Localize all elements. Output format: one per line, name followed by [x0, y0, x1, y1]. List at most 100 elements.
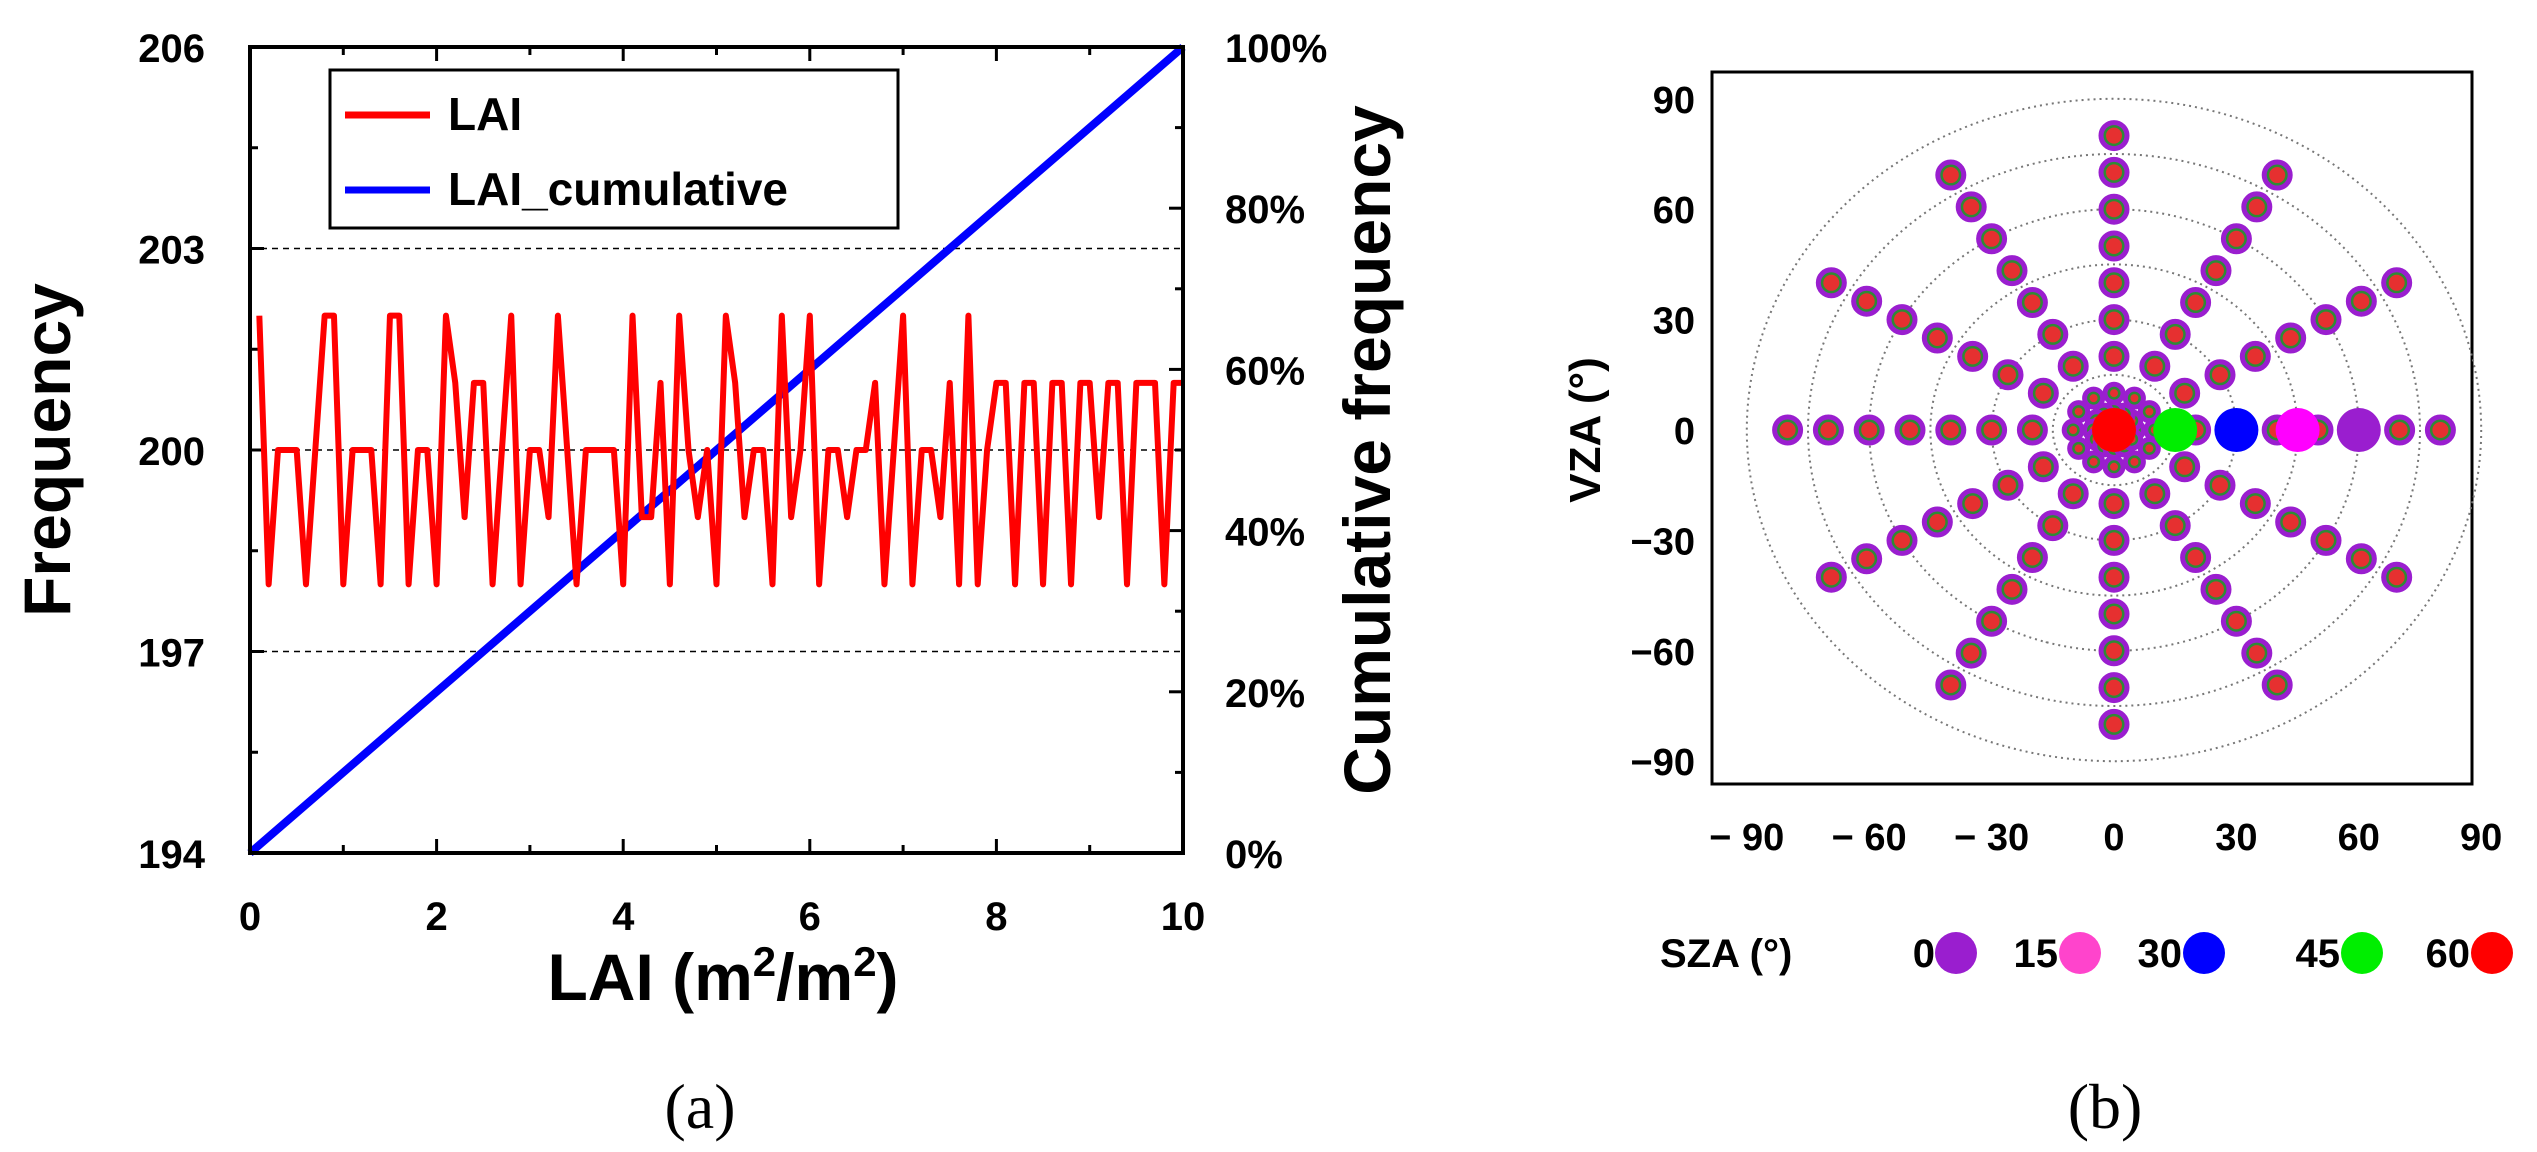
observation-point-core-77 [2065, 358, 2082, 375]
lai-series [256, 312, 1183, 588]
observation-point-core-177 [2106, 679, 2122, 696]
plot-frame [248, 45, 1185, 855]
observation-point-core-213 [2353, 550, 2370, 567]
observation-point-core-133 [1999, 477, 2016, 494]
legend-box [328, 68, 900, 230]
observation-point-core-97 [1999, 366, 2016, 383]
observation-point-core-161 [1942, 676, 1959, 693]
sun-position-sza-45 [2275, 408, 2320, 452]
observation-point-core-119 [1902, 422, 1918, 438]
observation-point-core-83 [2004, 262, 2020, 279]
observation-point-core-201 [2145, 444, 2154, 453]
observation-point-core-21 [2145, 407, 2154, 416]
observation-point-core-155 [2004, 581, 2020, 598]
observation-point-core-183 [2130, 457, 2139, 466]
observation-point-core-165 [2110, 462, 2118, 471]
observation-point-core-93 [2074, 407, 2083, 416]
vza-tick-label-4: −30 [1631, 521, 1695, 563]
observation-point-core-169 [2106, 532, 2122, 549]
vza-tick-label-2: 30 [1653, 301, 1695, 343]
observation-point-core-205 [2212, 477, 2229, 494]
y2-tick-label-0: 0% [1225, 833, 1283, 877]
observation-point-core-187 [2167, 517, 2184, 534]
observation-point-core-203 [2176, 458, 2193, 475]
observation-point-core-157 [1983, 613, 2000, 630]
x-tick-label-5: 10 [1161, 895, 1206, 939]
observation-point-core-197 [2269, 676, 2286, 693]
sza-legend-dot-0 [1935, 932, 1977, 974]
observation-point-core-85 [1983, 230, 2000, 247]
panel-b-caption: (b) [2068, 1071, 2143, 1142]
observation-point-core-51 [2248, 198, 2265, 215]
observation-point-core-159 [1963, 645, 1980, 662]
x-tick-label-2: 4 [612, 895, 635, 939]
observation-point-core-207 [2247, 495, 2264, 512]
x-polar-tick-label-2: − 30 [1954, 817, 2029, 859]
cumulative-series [247, 43, 1186, 857]
observation-point-core-27 [2247, 348, 2264, 365]
panel-a-line-chart: 0 2 4 6 8 10 194 197 200 203 206 0% 20% 40% 60% 80% 100%… [10, 27, 1404, 1142]
observation-point-core-147 [2089, 457, 2098, 466]
y2-tick-label-1: 20% [1225, 672, 1305, 716]
panel-a-caption: (a) [664, 1071, 735, 1142]
observation-point-core-49 [2228, 230, 2245, 247]
observation-point-core-95 [2035, 385, 2052, 402]
observation-point-core-121 [1861, 422, 1878, 438]
observation-point-core-123 [1820, 422, 1837, 438]
panel-b-polar-chart: 90 60 30 0 −30 −60 −90 − 90 − 60 − 30 0 30 60 90 VZA … [1561, 70, 2513, 1142]
observation-point-core-23 [2176, 385, 2193, 402]
observation-point-core-45 [2187, 294, 2204, 311]
observation-point-core-131 [2035, 458, 2052, 475]
observation-point-core-41 [2146, 358, 2163, 375]
vza-tick-label-5: −60 [1631, 632, 1695, 674]
sza-legend-dot-45 [2341, 932, 2383, 974]
x-polar-tick-label-0: − 90 [1709, 817, 1784, 859]
sza-legend-label-45: 45 [2296, 932, 2341, 976]
observation-point-core-99 [1964, 348, 1981, 365]
legend: LAI LAI_cumulative [328, 68, 900, 230]
vza-tick-label-0: 90 [1653, 80, 1695, 122]
y-tick-label-2: 200 [138, 430, 205, 474]
y2-tick-label-5: 100% [1225, 27, 1327, 71]
observation-point-core-79 [2044, 326, 2061, 343]
y2-axis-title: Cumulative frequency [1330, 105, 1404, 795]
x-polar-tick-label-6: 90 [2460, 817, 2502, 859]
x-tick-label-4: 8 [985, 895, 1007, 939]
observation-point-core-171 [2106, 569, 2122, 586]
observation-point-core-103 [1893, 311, 1910, 328]
vza-tick-label-3: 0 [1674, 411, 1695, 453]
observation-point-core-29 [2282, 330, 2299, 346]
observation-point-core-63 [2106, 274, 2122, 291]
sza-legend-dot-60 [2471, 932, 2513, 974]
observation-point-core-175 [2106, 642, 2122, 659]
observation-point-core-67 [2106, 201, 2122, 218]
observation-point-core-25 [2212, 366, 2229, 383]
y-tick-label-1: 197 [138, 632, 205, 676]
observation-point-core-215 [2388, 569, 2405, 586]
observation-point-core-105 [1858, 293, 1875, 310]
observation-point-core-87 [1963, 198, 1980, 215]
y-tick-label-3: 203 [138, 229, 205, 273]
lai-line [256, 312, 1183, 588]
observation-point-core-151 [2044, 517, 2061, 534]
observation-point-core-185 [2146, 485, 2163, 502]
observation-point-core-143 [1823, 569, 1840, 586]
observation-point-core-115 [1983, 422, 2000, 438]
sza-legend-title: SZA (°) [1660, 932, 1792, 976]
observation-point-core-141 [1858, 550, 1875, 567]
observation-point-core-129 [2074, 444, 2083, 453]
sun-positions [2092, 408, 2381, 452]
vza-axis-title: VZA (°) [1561, 357, 1610, 503]
observation-point-core-17 [2432, 422, 2449, 438]
sza-legend-dot-30 [2183, 932, 2225, 974]
observation-point-core-47 [2208, 262, 2224, 279]
observation-point-core-189 [2187, 549, 2204, 566]
observation-point-core-195 [2248, 645, 2265, 662]
x-polar-tick-label-5: 60 [2338, 817, 2380, 859]
observation-point-core-107 [1823, 274, 1840, 291]
observation-point-core-53 [2269, 167, 2286, 184]
observation-point-core-71 [2106, 127, 2122, 144]
polar-tick-labels: 90 60 30 0 −30 −60 −90 − 90 − 60 − 30 0 30 60 90 [1631, 80, 2503, 859]
observation-point-core-65 [2106, 238, 2122, 254]
observation-point-core-81 [2024, 294, 2041, 311]
